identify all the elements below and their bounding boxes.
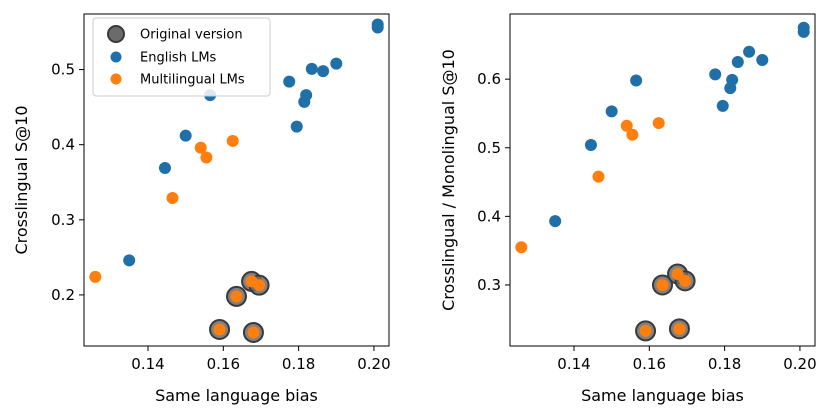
right-plot-frame xyxy=(509,13,816,347)
left-points xyxy=(89,18,384,343)
legend-marker-multilingual xyxy=(110,73,122,85)
left-x-tick-label-3: 0.20 xyxy=(357,355,390,373)
left-x-tick-label-1: 0.16 xyxy=(207,355,240,373)
right-point-english-2 xyxy=(605,105,618,118)
left-x-axis-label: Same language bias xyxy=(155,386,318,405)
right-point-english-10 xyxy=(756,53,769,66)
right-point-english-4 xyxy=(709,68,722,81)
left-point-multilingual-6 xyxy=(230,290,243,303)
left-point-multilingual-4 xyxy=(226,134,239,147)
right-point-multilingual-9 xyxy=(679,274,692,287)
left-point-english-2 xyxy=(179,129,192,142)
legend-label-original: Original version xyxy=(140,28,243,43)
left-point-multilingual-9 xyxy=(253,279,266,292)
right-point-multilingual-5 xyxy=(639,324,652,337)
left-y-axis-label: Crosslingual S@10 xyxy=(12,105,31,254)
right-point-english-8 xyxy=(731,56,744,69)
right-x-tick-label-1: 0.16 xyxy=(633,355,666,373)
left-point-multilingual-0 xyxy=(89,270,102,283)
right-point-multilingual-2 xyxy=(620,119,633,132)
legend: Original version English LMs Multilingua… xyxy=(92,17,271,97)
right-x-tick-label-2: 0.18 xyxy=(708,355,741,373)
right-y-axis-label: Crosslingual / Monolingual S@10 xyxy=(439,49,458,311)
left-point-english-0 xyxy=(123,254,136,267)
right-point-multilingual-0 xyxy=(515,241,528,254)
left-point-multilingual-8 xyxy=(247,326,260,339)
right-point-english-9 xyxy=(743,45,756,58)
left-y-tick-label-3: 0.5 xyxy=(51,61,75,79)
right-y-tick-label-2: 0.5 xyxy=(477,139,501,157)
right-point-multilingual-1 xyxy=(592,170,605,183)
right-point-multilingual-4 xyxy=(652,117,665,130)
right-x-tick-label-0: 0.14 xyxy=(557,355,590,373)
right-point-multilingual-8 xyxy=(673,322,686,335)
left-point-english-12 xyxy=(371,18,384,31)
left-point-english-5 xyxy=(290,120,303,133)
left-y-tick-label-1: 0.3 xyxy=(51,211,75,229)
left-y-tick-label-0: 0.2 xyxy=(51,286,75,304)
right-point-english-3 xyxy=(630,74,643,87)
left-point-english-10 xyxy=(330,57,343,70)
right-y-tick-label-1: 0.4 xyxy=(477,207,501,225)
right-point-multilingual-3 xyxy=(626,128,639,141)
right-y-ticks: 0.3 0.4 0.5 0.6 xyxy=(477,70,510,294)
left-point-multilingual-1 xyxy=(166,192,179,205)
left-point-multilingual-3 xyxy=(200,151,213,164)
left-y-ticks: 0.2 0.3 0.4 0.5 xyxy=(51,61,84,304)
left-x-ticks: 0.14 0.16 0.18 0.20 xyxy=(131,346,391,373)
right-point-english-1 xyxy=(584,139,597,152)
right-point-english-12 xyxy=(797,21,810,34)
legend-marker-english xyxy=(110,51,122,63)
left-point-english-8 xyxy=(305,62,318,75)
left-point-multilingual-5 xyxy=(213,323,226,336)
right-point-english-0 xyxy=(549,215,562,228)
legend-marker-original xyxy=(107,25,125,43)
right-y-tick-label-3: 0.6 xyxy=(477,70,501,88)
right-point-english-5 xyxy=(716,99,729,112)
legend-box xyxy=(92,17,271,97)
left-point-english-4 xyxy=(283,75,296,88)
right-point-english-7 xyxy=(726,73,739,86)
left-point-english-9 xyxy=(317,65,330,78)
left-x-tick-label-0: 0.14 xyxy=(131,355,164,373)
legend-label-english: English LMs xyxy=(140,51,217,66)
right-point-multilingual-6 xyxy=(656,278,669,291)
right-x-tick-label-3: 0.20 xyxy=(783,355,816,373)
left-panel: 0.14 0.16 0.18 0.20 0.2 0.3 0.4 0.5 Same langu… xyxy=(12,13,391,405)
right-y-tick-label-0: 0.3 xyxy=(477,276,501,294)
left-y-tick-label-2: 0.4 xyxy=(51,136,75,154)
legend-label-multilingual: Multilingual LMs xyxy=(140,73,245,88)
left-point-multilingual-2 xyxy=(194,141,207,154)
left-point-english-1 xyxy=(158,161,171,174)
left-x-tick-label-2: 0.18 xyxy=(282,355,315,373)
right-panel: 0.14 0.16 0.18 0.20 0.3 0.4 0.5 0.6 Same langu… xyxy=(439,13,817,405)
left-point-english-7 xyxy=(300,89,313,102)
right-x-axis-label: Same language bias xyxy=(581,386,744,405)
left-plot-frame xyxy=(83,13,390,347)
right-x-ticks: 0.14 0.16 0.18 0.20 xyxy=(557,346,817,373)
right-points xyxy=(515,21,810,342)
